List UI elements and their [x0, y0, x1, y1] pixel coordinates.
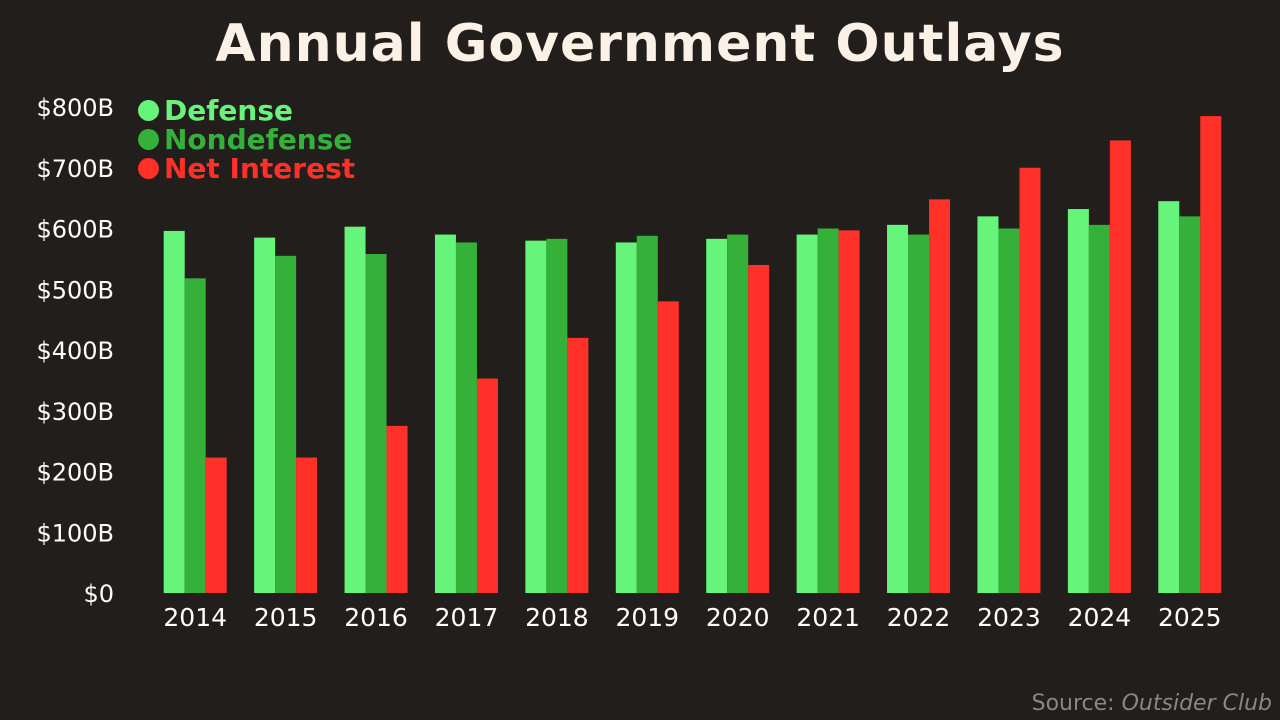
y-tick-label: $100B — [36, 519, 114, 547]
bar-net-interest-2024 — [1109, 140, 1131, 593]
bar-defense-2017 — [434, 234, 456, 593]
bar-nondefense-2017 — [455, 242, 477, 593]
bar-defense-2015 — [254, 237, 276, 594]
legend-label: Nondefense — [164, 123, 353, 156]
bar-nondefense-2018 — [546, 238, 568, 593]
bar-defense-2023 — [977, 216, 999, 593]
bar-nondefense-2019 — [636, 235, 658, 594]
x-tick-label: 2024 — [1068, 603, 1132, 632]
x-tick-label: 2016 — [344, 603, 408, 632]
bar-net-interest-2017 — [476, 378, 498, 593]
bar-defense-2019 — [615, 242, 637, 593]
x-tick-label: 2018 — [525, 603, 589, 632]
bar-defense-2024 — [1067, 209, 1089, 593]
bar-net-interest-2023 — [1019, 167, 1041, 593]
x-tick-label: 2015 — [254, 603, 318, 632]
source-label: Source: — [1031, 691, 1115, 716]
legend-label: Net Interest — [164, 152, 356, 185]
x-tick-label: 2019 — [615, 603, 679, 632]
y-tick-label: $200B — [36, 459, 114, 487]
legend-label: Defense — [164, 94, 293, 127]
bar-nondefense-2023 — [998, 228, 1020, 593]
x-tick-label: 2022 — [887, 603, 951, 632]
bar-net-interest-2025 — [1200, 116, 1222, 594]
bar-net-interest-2020 — [748, 264, 770, 593]
bar-net-interest-2019 — [657, 301, 679, 593]
y-tick-label: $800B — [36, 94, 114, 122]
bar-defense-2022 — [887, 224, 909, 594]
legend: Defense Nondefense Net Interest — [138, 96, 355, 183]
y-tick-label: $400B — [36, 337, 114, 365]
x-tick-label: 2021 — [796, 603, 860, 632]
y-tick-label: $0 — [83, 580, 114, 608]
x-tick-label: 2025 — [1158, 603, 1222, 632]
legend-dot-icon — [138, 100, 159, 121]
bar-nondefense-2025 — [1179, 216, 1201, 593]
x-tick-label: 2017 — [435, 603, 499, 632]
y-tick-label: $600B — [36, 216, 114, 244]
bar-net-interest-2018 — [567, 337, 589, 593]
bar-net-interest-2014 — [205, 457, 227, 593]
y-tick-label: $500B — [36, 276, 114, 304]
chart-title: Annual Government Outlays — [215, 14, 1065, 74]
bar-nondefense-2024 — [1088, 224, 1110, 594]
bar-nondefense-2015 — [275, 255, 297, 593]
bar-defense-2020 — [706, 238, 728, 593]
x-tick-label: 2014 — [163, 603, 227, 632]
bar-net-interest-2016 — [386, 425, 408, 593]
bar-defense-2016 — [344, 226, 366, 594]
x-tick-label: 2020 — [706, 603, 770, 632]
bar-net-interest-2021 — [838, 230, 860, 593]
bar-defense-2021 — [796, 234, 818, 593]
source-note: Source: Outsider Club — [1032, 691, 1272, 716]
bar-defense-2025 — [1158, 201, 1180, 593]
bar-net-interest-2015 — [296, 457, 318, 593]
legend-item-nondefense: Nondefense — [138, 125, 355, 154]
bar-nondefense-2020 — [727, 234, 749, 593]
bar-nondefense-2021 — [817, 228, 839, 593]
bar-nondefense-2014 — [184, 278, 206, 593]
bar-net-interest-2022 — [929, 199, 951, 593]
x-tick-label: 2023 — [977, 603, 1041, 632]
bar-nondefense-2016 — [365, 254, 387, 593]
y-tick-label: $700B — [36, 155, 114, 183]
legend-item-defense: Defense — [138, 96, 355, 125]
y-tick-label: $300B — [36, 398, 114, 426]
bar-nondefense-2022 — [908, 234, 930, 593]
legend-dot-icon — [138, 129, 159, 150]
bar-defense-2014 — [163, 230, 185, 593]
legend-dot-icon — [138, 158, 159, 179]
bar-defense-2018 — [525, 240, 547, 593]
legend-item-net-interest: Net Interest — [138, 154, 355, 183]
source-name: Outsider Club — [1121, 691, 1272, 716]
